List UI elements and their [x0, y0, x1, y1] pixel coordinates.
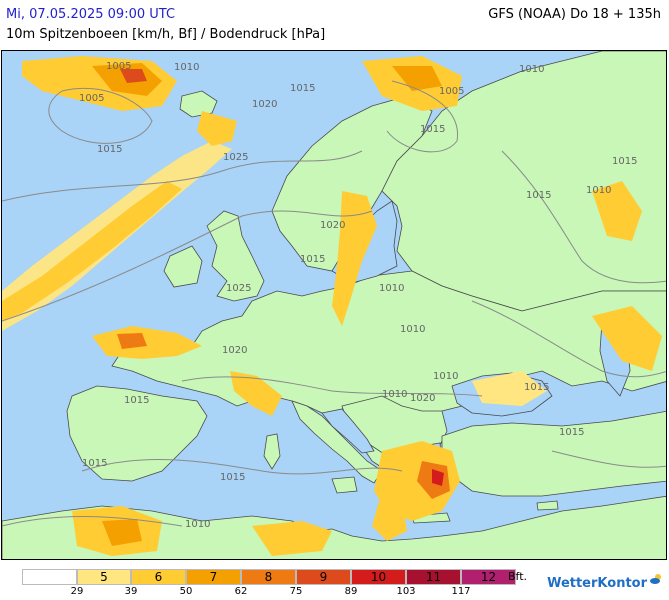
gust-area-norway-core: [392, 66, 442, 91]
legend-tick: 103: [396, 586, 416, 597]
legend-unit: Bft.: [508, 570, 528, 583]
isobar-label: 1010: [185, 519, 210, 530]
gust-area-north-inner: [120, 69, 147, 83]
gust-area-caspian: [592, 306, 662, 371]
legend-class-bft7: 7: [186, 569, 241, 585]
isobar-label: 1010: [586, 185, 611, 196]
legend-tick: 62: [234, 586, 248, 597]
isobar-label: 1015: [82, 458, 107, 469]
model-run-label: GFS (NOAA) Do 18 + 135h: [488, 7, 661, 22]
legend-class-bft5: 5: [77, 569, 131, 585]
isobar-lines: [2, 80, 666, 527]
gust-area-greece-inner: [432, 469, 444, 486]
legend-class-calm: [22, 569, 77, 585]
land-iceland: [179, 90, 218, 118]
land-sardinia: [263, 433, 281, 470]
isobar-line: [181, 376, 483, 397]
legend-tick: 89: [344, 586, 358, 597]
wind-gust-shading: [2, 56, 662, 556]
legend-tick: 39: [124, 586, 138, 597]
legend-tick: 50: [179, 586, 193, 597]
isobar-label: 1010: [433, 371, 458, 382]
land-cyprus: [536, 500, 559, 511]
gust-area-libya: [252, 521, 332, 556]
legend-class-bft9: 9: [296, 569, 351, 585]
map-canvas: 1005 1010 1010 1005 1020 1015 1025 1015 …: [2, 51, 666, 559]
isobar-label: 1015: [524, 382, 549, 393]
gust-area-channel: [197, 111, 237, 146]
isobar-label: 1020: [252, 99, 277, 110]
weather-icon: [650, 574, 661, 584]
isobar-label: 1015: [612, 156, 637, 167]
legend-tick: 117: [451, 586, 471, 597]
isobar-labels: 1005 1010 1010 1005 1020 1015 1025 1015 …: [79, 61, 637, 530]
isobar-line: [386, 80, 459, 153]
legend-class-bft12: 12: [461, 569, 516, 585]
isobar-label: 1010: [382, 389, 407, 400]
legend-class-bft8: 8: [241, 569, 296, 585]
isobar-label: 1010: [519, 64, 544, 75]
legend-class-bft6: 6: [131, 569, 186, 585]
isobar-label: 1010: [379, 283, 404, 294]
legend-class-bft10: 10: [351, 569, 406, 585]
gust-area-atlantic-core: [2, 181, 182, 321]
isobar-label: 1025: [223, 152, 248, 163]
isobar-label: 1015: [290, 83, 315, 94]
isobar-label: 1010: [174, 62, 199, 73]
isobar-label: 1020: [320, 220, 345, 231]
isobar-label: 1005: [79, 93, 104, 104]
isobar-label: 1010: [400, 324, 425, 335]
isobar-label: 1015: [124, 395, 149, 406]
adriatic-sea: [321, 408, 375, 454]
isobar-label: 1015: [220, 472, 245, 483]
gust-area-gulf-lion: [230, 371, 282, 416]
gust-area-black-sea: [472, 371, 547, 406]
isobar-line: [471, 300, 666, 378]
legend-class-bft11: 11: [406, 569, 461, 585]
isobar-line: [48, 87, 153, 144]
isobar-label: 1025: [226, 283, 251, 294]
isobar-label: 1020: [410, 393, 435, 404]
gust-area-russia-east: [592, 181, 642, 241]
isobar-label: 1015: [526, 190, 551, 201]
isobar-label: 1015: [420, 124, 445, 135]
isobar-line: [2, 210, 373, 322]
isobar-label: 1015: [97, 144, 122, 155]
gust-area-algeria-core: [102, 519, 142, 546]
land-great-britain: [206, 210, 265, 302]
isobar-label: 1005: [106, 61, 131, 72]
product-title: 10m Spitzenboeen [km/h, Bf] / Bodendruck…: [6, 27, 326, 42]
legend-tick: 75: [289, 586, 303, 597]
gust-area-baltic: [332, 191, 377, 326]
isobar-line: [2, 516, 183, 527]
land-ireland: [163, 245, 203, 288]
wind-gust-map: 1005 1010 1010 1005 1020 1015 1025 1015 …: [1, 50, 667, 560]
land-north-africa: [2, 495, 666, 559]
legend-tick: 29: [70, 586, 84, 597]
land-sicily: [331, 476, 358, 494]
isobar-label: 1020: [222, 345, 247, 356]
gust-area-ionian: [372, 491, 407, 541]
land-iberia: [66, 385, 208, 482]
isobar-label: 1015: [559, 427, 584, 438]
isobar-line: [501, 150, 666, 284]
forecast-datetime: Mi, 07.05.2025 09:00 UTC: [6, 7, 176, 22]
gust-area-biscay-core: [117, 333, 147, 349]
isobar-label: 1005: [439, 86, 464, 97]
isobar-line: [551, 450, 666, 468]
isobar-line: [2, 150, 363, 202]
isobar-line: [81, 458, 403, 475]
brand-logo-text[interactable]: WetterKontor: [547, 576, 647, 591]
isobar-label: 1015: [300, 254, 325, 265]
